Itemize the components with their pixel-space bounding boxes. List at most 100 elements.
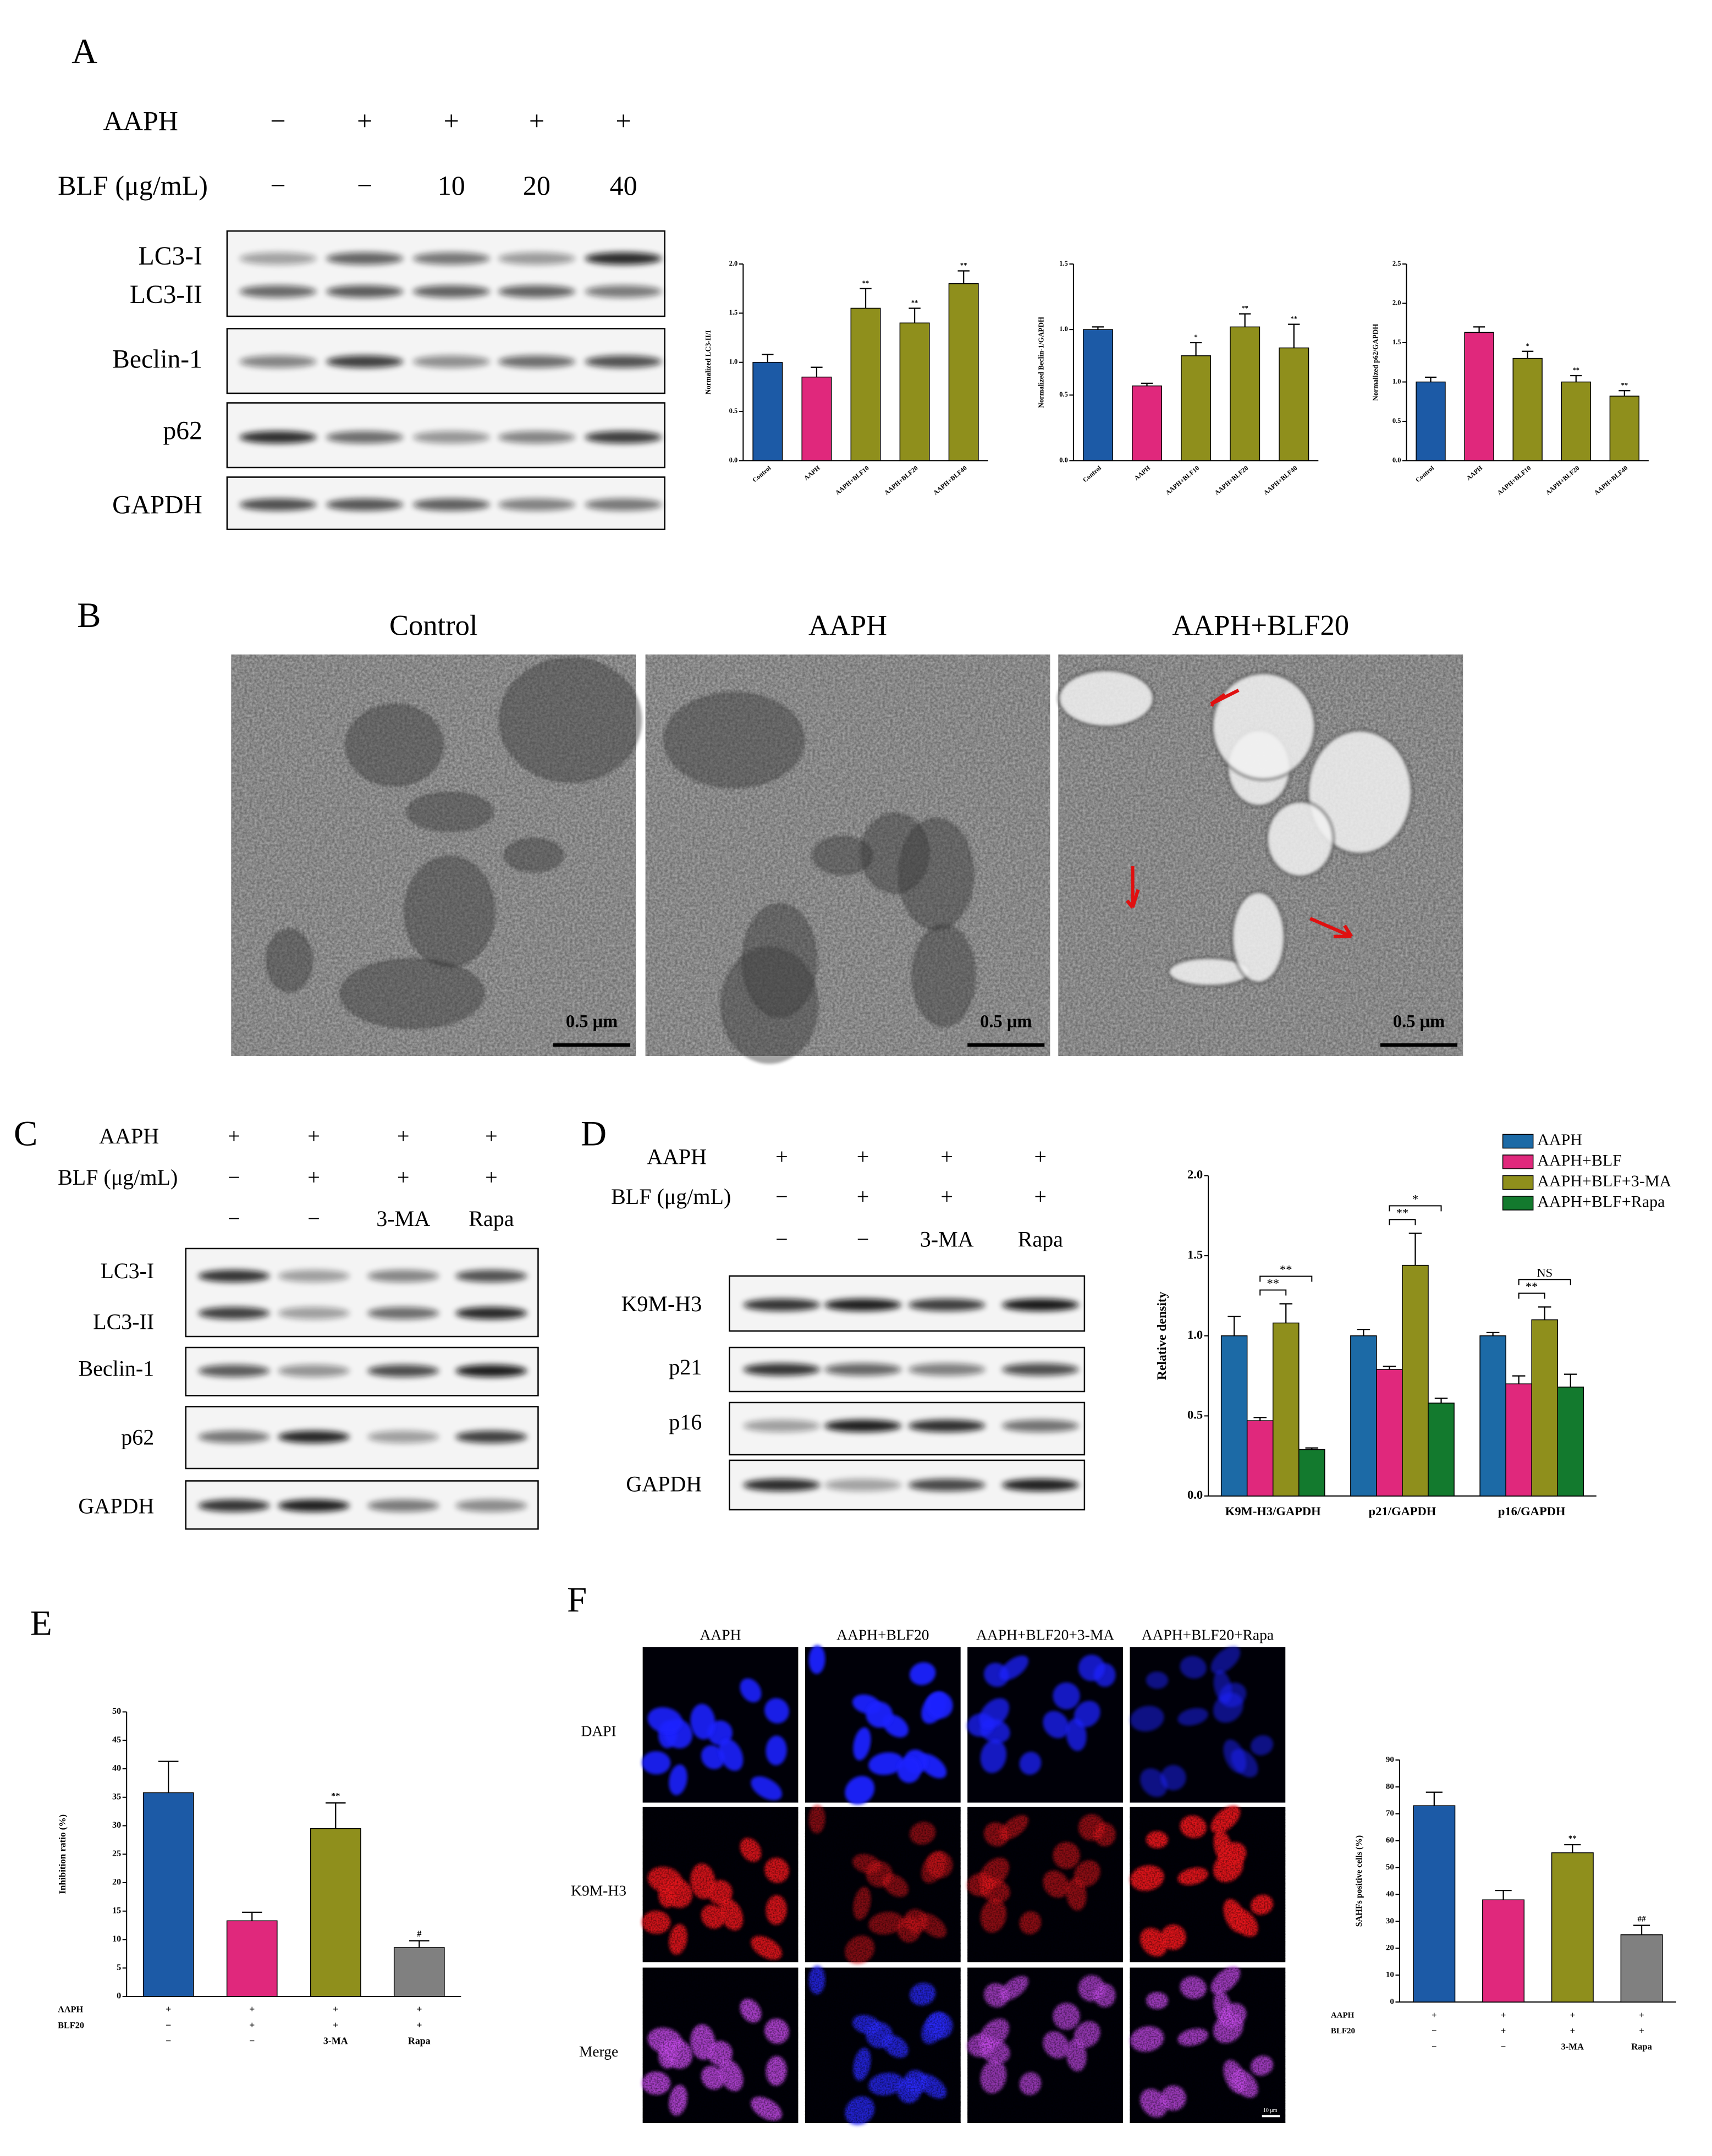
condition-label: BLF (μg/mL): [611, 1184, 731, 1209]
condition-mark: +: [416, 2020, 422, 2031]
error-bar: [1473, 326, 1485, 333]
nucleus: [1160, 1765, 1186, 1791]
speckle: [967, 1967, 1123, 2123]
fluorescence-image: [642, 1807, 799, 1962]
y-tick-label: 20: [112, 1877, 121, 1887]
x-tick-label: AAPH+BLF40: [932, 464, 968, 497]
condition-mark: +: [444, 106, 459, 136]
bar: [1531, 1319, 1558, 1497]
condition-mark: +: [166, 2004, 171, 2015]
error-bar: [242, 1911, 262, 1921]
condition-mark: Rapa: [1631, 2041, 1652, 2052]
blot-band: [239, 431, 317, 444]
condition-label: AAPH: [58, 2005, 83, 2015]
significance: **: [960, 262, 967, 270]
bar: [1298, 1449, 1325, 1497]
blot-band: [455, 1499, 527, 1512]
condition-mark: +: [397, 1165, 410, 1190]
x-tick-label: AAPH: [1465, 464, 1484, 482]
nucleus: [1210, 1646, 1241, 1674]
blot-band: [455, 1365, 527, 1377]
y-tick-label: 1.0: [1059, 325, 1068, 333]
condition-mark: +: [357, 106, 372, 136]
y-tick-label: 40: [1386, 1890, 1394, 1899]
condition-mark: +: [333, 2020, 338, 2031]
x-tick-label: AAPH: [802, 464, 822, 482]
condition-label: AAPH: [103, 106, 178, 136]
bar: [1350, 1335, 1377, 1497]
condition-mark: 10: [438, 170, 465, 201]
blot-band: [198, 1365, 270, 1377]
blot-label: K9M-H3: [621, 1291, 702, 1316]
blot-band: [239, 498, 317, 511]
organelle: [742, 903, 817, 1018]
condition-mark: +: [1639, 2026, 1644, 2036]
tem-image: [231, 654, 642, 1056]
nucleus: [845, 1775, 875, 1805]
fluorescence-image: [1130, 1806, 1286, 1962]
blot-band: [198, 1431, 270, 1443]
significance: **: [862, 279, 869, 287]
x-tick-label: AAPH+BLF40: [1262, 464, 1299, 497]
organelle: [812, 835, 873, 876]
y-tick-label: 0: [1390, 1997, 1394, 2006]
y-tick-label: 15: [112, 1905, 121, 1915]
nucleus: [1146, 1671, 1169, 1689]
bar: [1220, 1335, 1248, 1497]
organelle: [406, 791, 494, 832]
condition-mark: +: [485, 1124, 498, 1148]
bar: [1482, 1899, 1525, 2003]
error-bar: [1619, 390, 1631, 397]
legend-swatch: [1502, 1196, 1534, 1211]
blot-band: [412, 498, 490, 511]
x-tick-label: Control: [1414, 464, 1436, 483]
bar: [1376, 1369, 1403, 1497]
tem-title: AAPH: [808, 610, 887, 642]
error-bar: [1425, 1791, 1443, 1806]
row-label: DAPI: [581, 1722, 616, 1739]
condition-label: BLF20: [1331, 2027, 1355, 2036]
column-label: AAPH+BLF20+3-MA: [976, 1626, 1114, 1643]
error-bar: [1092, 326, 1104, 330]
bracket: [1518, 1292, 1545, 1299]
condition-mark: −: [249, 2036, 255, 2047]
bracket: [1389, 1219, 1416, 1225]
blot-band: [367, 1307, 439, 1319]
x-tick-label: K9M-H3/GAPDH: [1225, 1504, 1321, 1518]
blot-band: [326, 431, 404, 444]
blot-label: LC3-II: [130, 280, 202, 309]
blot-band: [743, 1299, 821, 1311]
error-bar: [326, 1802, 346, 1829]
blot-band: [367, 1269, 439, 1283]
blot-band: [585, 431, 662, 444]
bar: [1082, 329, 1113, 461]
condition-mark: Rapa: [408, 2036, 431, 2047]
blot-band: [585, 355, 662, 368]
bar: [1279, 347, 1309, 461]
condition-mark: 3-MA: [920, 1227, 974, 1252]
condition-mark: +: [307, 1124, 320, 1148]
nucleus: [1180, 1656, 1207, 1679]
condition-mark: +: [529, 106, 544, 136]
blot-label: LC3-I: [139, 242, 202, 271]
tem-image: [645, 654, 1050, 1064]
blot-band: [824, 1299, 902, 1311]
condition-label: BLF (μg/mL): [58, 170, 208, 201]
y-tick-label: 0.5: [1059, 391, 1068, 398]
condition-mark: +: [485, 1165, 498, 1190]
legend-swatch: [1502, 1134, 1534, 1149]
panel-letter: F: [567, 1580, 587, 1620]
significance: #: [417, 1929, 421, 1939]
error-bar: [1633, 1924, 1650, 1935]
fluorescence-image: [642, 1647, 799, 1803]
red-arrow: [1126, 866, 1140, 909]
y-tick-label: 90: [1386, 1755, 1394, 1764]
condition-mark: +: [857, 1145, 869, 1169]
y-tick-label: 1.0: [1392, 377, 1401, 385]
blot-band: [1001, 1363, 1079, 1376]
bar: [393, 1947, 445, 1997]
blot-band: [585, 252, 662, 265]
condition-mark: +: [1570, 2010, 1575, 2020]
blot-band: [412, 252, 490, 265]
tem-title: Control: [389, 610, 478, 642]
